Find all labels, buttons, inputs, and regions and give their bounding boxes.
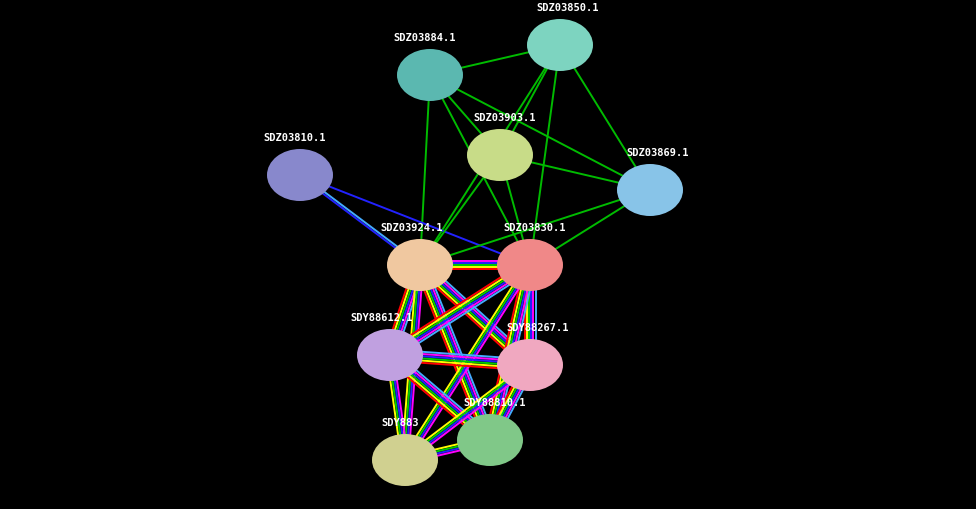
Ellipse shape <box>497 339 563 391</box>
Ellipse shape <box>267 149 333 201</box>
Text: SDZ03884.1: SDZ03884.1 <box>393 33 456 43</box>
Text: SDY883: SDY883 <box>382 418 419 428</box>
Text: SDZ03903.1: SDZ03903.1 <box>473 113 536 123</box>
Ellipse shape <box>457 414 523 466</box>
Text: SDY88810.1: SDY88810.1 <box>464 398 526 408</box>
Text: SDZ03810.1: SDZ03810.1 <box>264 133 326 143</box>
Ellipse shape <box>372 434 438 486</box>
Ellipse shape <box>357 329 423 381</box>
Ellipse shape <box>387 239 453 291</box>
Ellipse shape <box>467 129 533 181</box>
Ellipse shape <box>397 49 463 101</box>
Text: SDZ03924.1: SDZ03924.1 <box>381 223 443 233</box>
Text: SDY88267.1: SDY88267.1 <box>507 323 569 333</box>
Text: SDZ03850.1: SDZ03850.1 <box>537 3 599 13</box>
Ellipse shape <box>617 164 683 216</box>
Text: SDY88612.1: SDY88612.1 <box>350 313 413 323</box>
Text: SDZ03830.1: SDZ03830.1 <box>504 223 566 233</box>
Ellipse shape <box>527 19 593 71</box>
Ellipse shape <box>497 239 563 291</box>
Text: SDZ03869.1: SDZ03869.1 <box>627 148 689 158</box>
